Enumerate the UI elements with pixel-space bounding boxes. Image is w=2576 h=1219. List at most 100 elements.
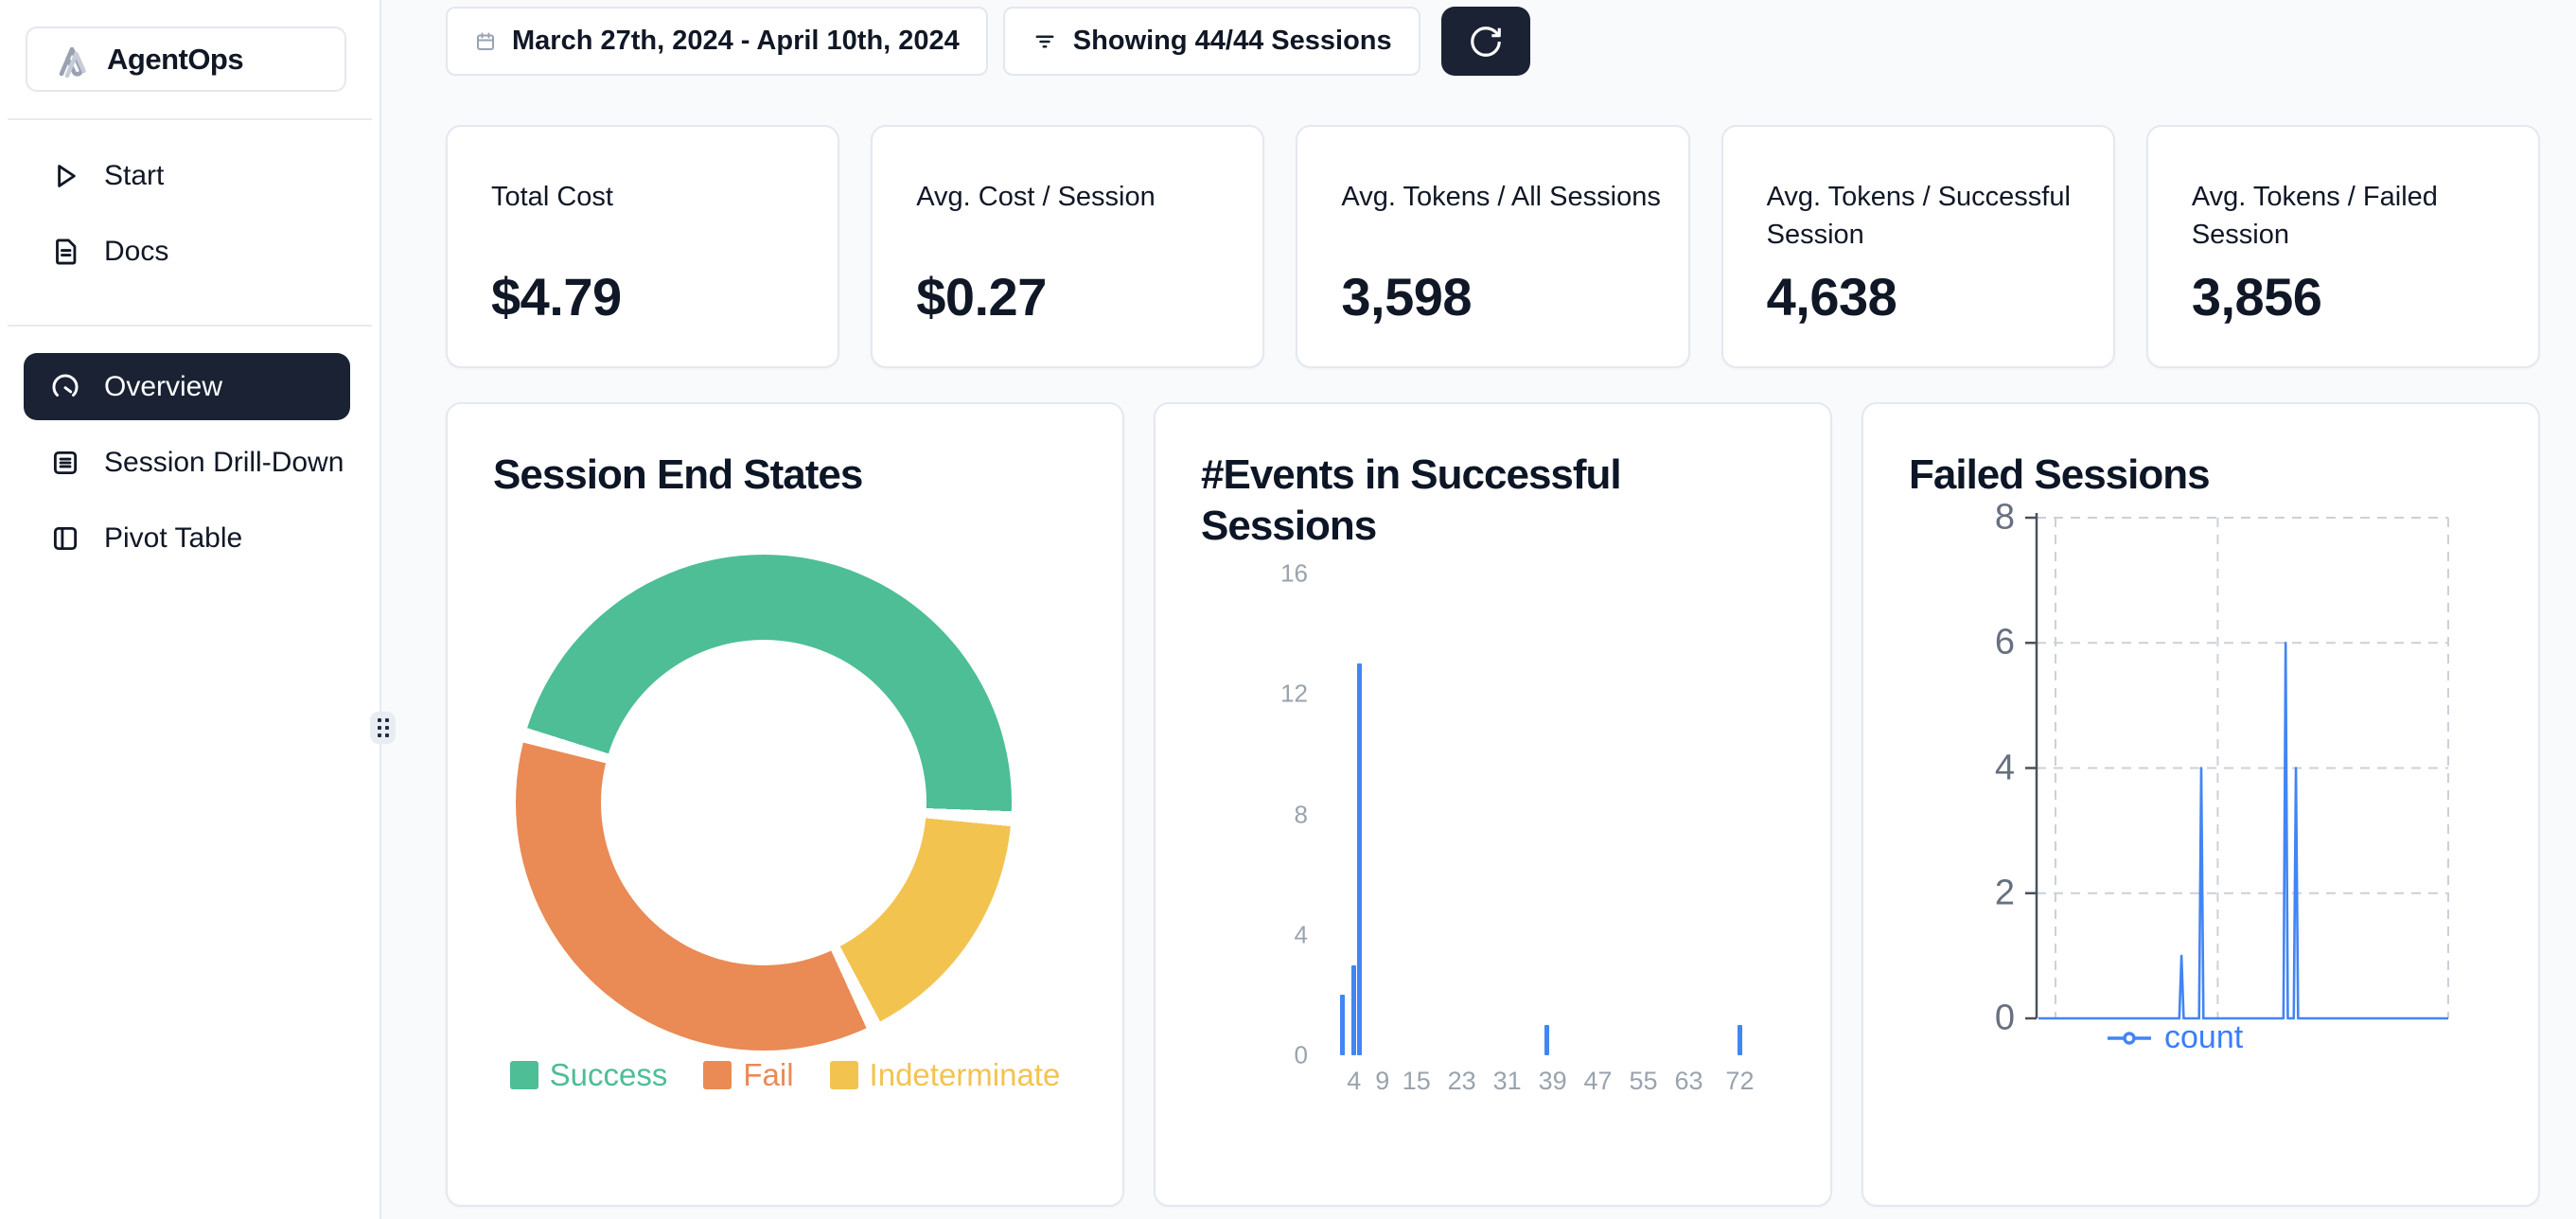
sidebar-divider [8,325,372,327]
x-tick-label: 39 [1538,1067,1567,1095]
legend-swatch [509,1061,538,1089]
chart-title: #Events in Successful Sessions [1201,451,1622,549]
stat-label: Total Cost [491,182,613,212]
histogram-bar [1357,663,1363,1055]
x-tick-label: 4 [1347,1067,1362,1095]
sessions-filter-button[interactable]: Showing 44/44 Sessions [1002,7,1420,76]
agentops-logo-icon [59,46,86,78]
sidebar-nav-top: Start Docs [0,147,379,298]
pivot-icon [53,526,78,550]
sidebar-nav-main: Overview Session Drill-Down Pivot Table [0,353,379,580]
charts-row: Session End States Success Fail Indetermin… [446,402,2540,1207]
legend-swatch [703,1061,732,1089]
sidebar-item-start[interactable]: Start [24,147,350,205]
sessions-filter-label: Showing 44/44 Sessions [1072,26,1392,56]
sidebar-item-docs[interactable]: Docs [24,222,350,281]
sidebar-item-pivot-table[interactable]: Pivot Table [24,504,350,572]
main-content: March 27th, 2024 - April 10th, 2024 Show… [381,0,2576,1219]
events-x-axis: 4 9 15 23 31 39 47 55 63 72 [1324,1067,1811,1106]
events-y-axis: 0 4 8 12 16 [1201,559,1308,1069]
x-tick-label: 31 [1492,1067,1522,1095]
x-tick-label: 9 [1375,1067,1390,1095]
failed-plot-area [2025,513,2449,1020]
stat-value: 4,638 [1766,267,1897,327]
sidebar-item-overview[interactable]: Overview [24,353,350,420]
line-marker-icon [2108,1031,2151,1045]
y-tick-label: 16 [1280,558,1308,588]
y-tick-label: 8 [1994,497,2015,538]
y-tick-label: 4 [1294,920,1308,949]
histogram-bar [1737,1025,1742,1055]
legend-label: Indeterminate [869,1057,1061,1092]
sidebar-item-label: Docs [104,236,169,267]
donut-hole [601,640,926,965]
events-histogram-card: #Events in Successful Sessions 0 4 8 12 16 4… [1154,402,1832,1207]
logo[interactable]: AgentOps [26,26,346,92]
count-legend-item[interactable]: count [2108,1019,2243,1056]
session-end-states-card: Session End States Success Fail Indetermin… [446,402,1124,1207]
docs-icon [56,238,77,265]
y-tick-label: 12 [1280,679,1308,708]
histogram-bar [1340,995,1346,1055]
y-tick-label: 6 [1994,622,2015,662]
date-range-button[interactable]: March 27th, 2024 - April 10th, 2024 [446,7,988,76]
failed-y-axis: 0 2 4 6 8 [1901,498,2015,1038]
drill-icon [53,450,78,474]
stat-card-avg-tokens-failed: Avg. Tokens / Failed Session 3,856 [2145,125,2541,368]
x-tick-label: 23 [1447,1067,1476,1095]
legend-item-fail[interactable]: Fail [703,1057,794,1093]
x-tick-label: 15 [1402,1067,1431,1095]
stat-label: Avg. Tokens / All Sessions [1341,182,1661,212]
sidebar-item-session-drill-down[interactable]: Session Drill-Down [24,429,350,496]
histogram-bar [1351,964,1357,1055]
events-plot-area [1324,574,1811,1055]
refresh-button[interactable] [1440,7,1530,76]
donut-legend: Success Fail Indeterminate [448,1057,1122,1093]
legend-label: Fail [743,1057,794,1092]
filter-icon [1035,34,1054,48]
stat-value: $4.79 [491,267,622,327]
gauge-icon [52,373,79,397]
y-tick-label: 8 [1294,800,1308,828]
date-range-label: March 27th, 2024 - April 10th, 2024 [512,26,960,56]
legend-item-success[interactable]: Success [509,1057,668,1093]
y-tick-label: 2 [1994,873,2015,913]
topbar: March 27th, 2024 - April 10th, 2024 Show… [446,7,2540,76]
stat-label: Avg. Cost / Session [916,182,1156,212]
sidebar-item-label: Start [104,160,165,191]
chart-title: Session End States [493,451,863,498]
stat-card-avg-tokens-all: Avg. Tokens / All Sessions 3,598 [1296,125,1690,368]
y-tick-label: 0 [1994,998,2015,1038]
stat-value: $0.27 [916,267,1047,327]
stat-card-avg-cost-session: Avg. Cost / Session $0.27 [871,125,1265,368]
x-tick-label: 47 [1583,1067,1613,1095]
play-icon [58,165,76,187]
legend-label: Success [549,1057,668,1092]
sidebar: AgentOps Start Docs [0,0,381,1219]
stat-label: Avg. Tokens / Successful Session [1766,182,2071,250]
x-tick-label: 55 [1629,1067,1658,1095]
histogram-bar [1544,1025,1550,1055]
x-tick-label: 72 [1725,1067,1755,1095]
stat-card-avg-tokens-successful: Avg. Tokens / Successful Session 4,638 [1720,125,2115,368]
logo-text: AgentOps [107,42,244,76]
legend-swatch [829,1061,858,1089]
y-tick-label: 0 [1294,1040,1308,1069]
sidebar-item-label: Pivot Table [104,521,243,554]
stat-card-total-cost: Total Cost $4.79 [446,125,840,368]
legend-item-indeterminate[interactable]: Indeterminate [829,1057,1061,1093]
stat-cards-row: Total Cost $4.79 Avg. Cost / Session $0.… [446,125,2541,368]
sidebar-resize-handle[interactable] [370,712,396,744]
failed-sessions-card: Failed Sessions 0 2 4 6 8 count [1861,402,2540,1207]
calendar-icon [477,32,494,50]
stat-label: Avg. Tokens / Failed Session [2191,182,2438,250]
y-tick-label: 4 [1994,748,2015,787]
sidebar-item-label: Overview [104,370,223,402]
stat-value: 3,856 [2191,267,2322,327]
x-tick-label: 63 [1674,1067,1703,1095]
stat-value: 3,598 [1341,267,1473,327]
chart-title: Failed Sessions [1909,451,2211,498]
refresh-icon [1470,26,1501,57]
count-legend-label: count [2164,1019,2244,1055]
